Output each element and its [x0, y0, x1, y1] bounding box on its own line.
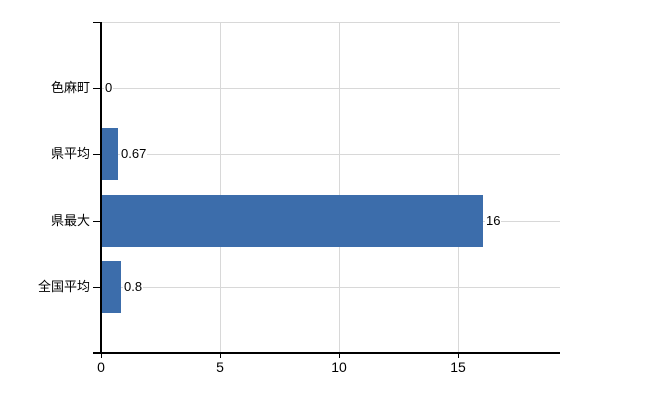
y-axis-top-tick	[93, 22, 100, 23]
bar	[102, 195, 483, 247]
x-gridline	[220, 22, 221, 353]
value-label: 0.8	[123, 279, 144, 295]
x-gridline	[339, 22, 340, 353]
category-label: 全国平均	[37, 279, 90, 294]
x-axis-tick	[458, 353, 459, 358]
plot-top-gridline	[101, 22, 560, 23]
category-label: 県最大	[50, 213, 90, 228]
y-axis-tick	[93, 154, 100, 155]
x-axis-tick	[339, 353, 340, 358]
x-tick-label: 0	[97, 359, 105, 375]
bar	[102, 261, 121, 313]
value-label: 16	[485, 213, 502, 229]
bar	[102, 128, 118, 180]
x-gridline	[458, 22, 459, 353]
x-tick-label: 15	[450, 359, 466, 375]
category-label: 県平均	[50, 146, 90, 161]
y-gridline	[101, 88, 560, 89]
x-axis-line	[93, 352, 560, 354]
x-tick-label: 10	[331, 359, 347, 375]
x-axis-tick	[101, 353, 102, 358]
y-gridline	[101, 287, 560, 288]
x-axis-tick	[220, 353, 221, 358]
y-gridline	[101, 154, 560, 155]
y-axis-tick	[93, 221, 100, 222]
category-label: 色麻町	[50, 80, 90, 95]
y-axis-tick	[93, 88, 100, 89]
value-label: 0	[104, 80, 114, 96]
x-tick-label: 5	[216, 359, 224, 375]
y-axis-tick	[93, 287, 100, 288]
value-label: 0.67	[120, 146, 148, 162]
y-axis-line	[100, 22, 102, 354]
